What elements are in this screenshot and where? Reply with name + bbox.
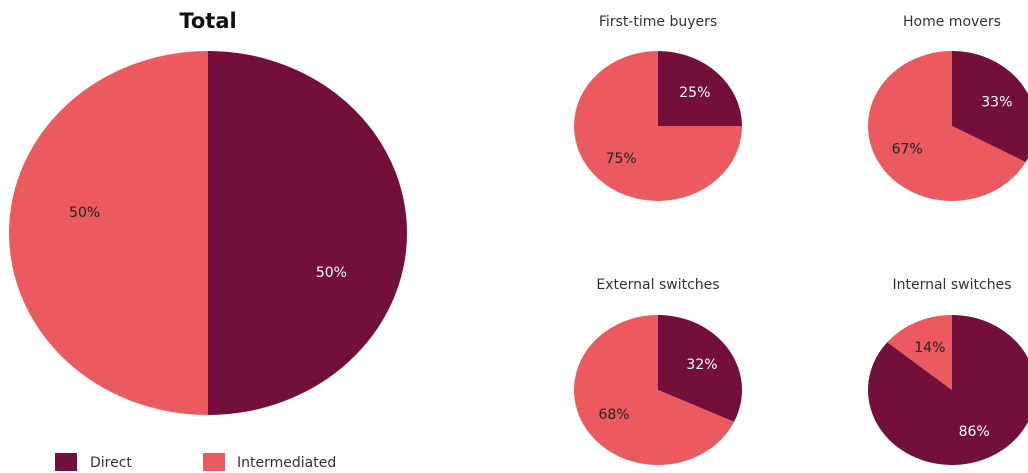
pie-slice — [574, 51, 742, 201]
pie-slice — [887, 315, 952, 390]
pie-slice — [867, 51, 1026, 202]
chart-title: Internal switches — [892, 277, 1011, 293]
value-label: 75% — [606, 151, 637, 167]
value-label: 32% — [686, 357, 717, 373]
chart-title: Home movers — [903, 14, 1001, 30]
pie-slice — [9, 51, 208, 415]
legend-label: Intermediated — [237, 455, 336, 471]
value-label: 50% — [69, 205, 100, 221]
legend: Direct Intermediated — [55, 453, 336, 471]
value-label: 50% — [316, 265, 347, 281]
legend-label: Direct — [90, 455, 132, 471]
value-label: 25% — [679, 85, 710, 101]
value-label: 33% — [981, 94, 1012, 110]
pie-slice — [868, 315, 1028, 465]
value-label: 68% — [598, 407, 629, 423]
pie-slice — [658, 315, 742, 422]
chart-title: External switches — [596, 277, 719, 293]
legend-swatch — [203, 453, 225, 471]
chart-title: First-time buyers — [599, 14, 717, 30]
pie-slice — [952, 51, 1028, 163]
pie-slice — [208, 51, 407, 415]
value-label: 67% — [892, 142, 923, 158]
value-label: 14% — [914, 340, 945, 356]
pie-slice — [574, 315, 735, 465]
chart-title: Total — [179, 9, 236, 33]
value-label: 86% — [959, 424, 990, 440]
legend-swatch — [55, 453, 77, 471]
pie-slice — [658, 51, 742, 126]
